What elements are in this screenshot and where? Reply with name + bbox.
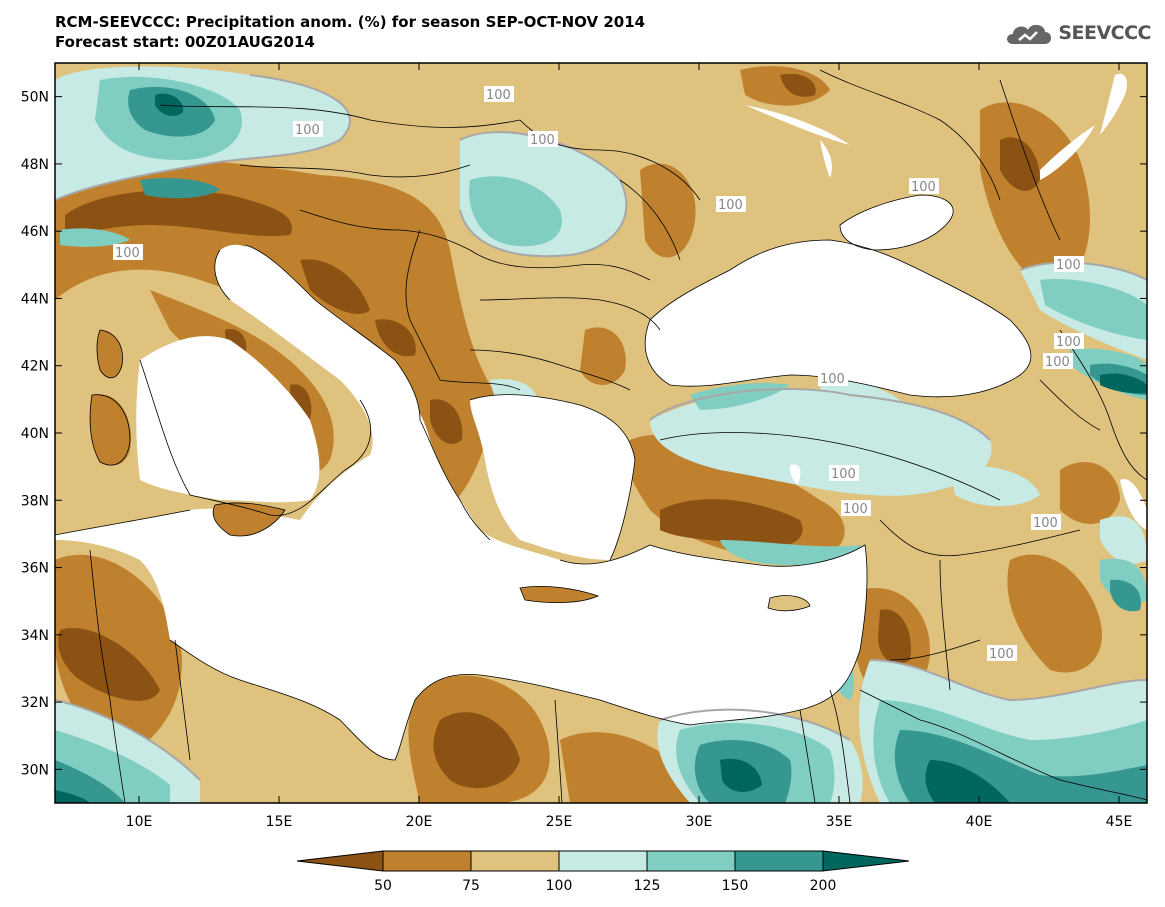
lat-tick-label: 44N bbox=[21, 291, 49, 307]
latitude-axis: 30N 32N 34N 36N 38N 40N 42N 44N 46N 48N 50N bbox=[21, 90, 1147, 778]
contour-label: 100 bbox=[718, 198, 743, 213]
colorbar-tick-label: 150 bbox=[722, 878, 749, 894]
contour-100-lines bbox=[55, 74, 1147, 781]
lat-tick-label: 50N bbox=[21, 90, 49, 106]
contour-label: 100 bbox=[911, 180, 936, 195]
lat-tick-label: 36N bbox=[21, 561, 49, 577]
contour-label: 100 bbox=[1033, 516, 1058, 531]
lat-tick-label: 32N bbox=[21, 695, 49, 711]
coastlines bbox=[55, 194, 1032, 761]
colorbar-tick-label: 50 bbox=[374, 878, 392, 894]
cloud-icon bbox=[1007, 24, 1052, 44]
contour-label: 100 bbox=[843, 502, 868, 517]
colorbar-box bbox=[558, 850, 648, 872]
lon-tick-label: 45E bbox=[1106, 814, 1133, 830]
colorbar: 50 75 100 125 150 200 bbox=[296, 850, 910, 894]
title-line-2: Forecast start: 00Z01AUG2014 bbox=[55, 33, 315, 51]
title-line-1: RCM-SEEVCCC: Precipitation anom. (%) for… bbox=[55, 13, 646, 31]
map-field: 100 100 100 100 100 100 100 100 100 100 … bbox=[55, 63, 1147, 803]
contour-label: 100 bbox=[989, 647, 1014, 662]
contour-label: 100 bbox=[530, 133, 555, 148]
lat-tick-label: 40N bbox=[21, 426, 49, 442]
lon-tick-label: 40E bbox=[966, 814, 993, 830]
lon-tick-label: 15E bbox=[266, 814, 293, 830]
colorbar-tick-label: 125 bbox=[634, 878, 661, 894]
contour-label: 100 bbox=[820, 372, 845, 387]
logo-text: SEEVCCC bbox=[1058, 22, 1151, 44]
lat-tick-label: 30N bbox=[21, 762, 49, 778]
anomaly-below-50-regions bbox=[58, 73, 1040, 789]
colorbar-low-triangle bbox=[296, 850, 384, 872]
lon-tick-label: 10E bbox=[126, 814, 153, 830]
lat-tick-label: 34N bbox=[21, 628, 49, 644]
lon-tick-label: 25E bbox=[546, 814, 573, 830]
colorbar-box bbox=[646, 850, 736, 872]
colorbar-tick-label: 100 bbox=[546, 878, 573, 894]
contour-label: 100 bbox=[831, 467, 856, 482]
longitude-axis: 10E 15E 20E 25E 30E 35E 40E 45E bbox=[126, 63, 1133, 830]
colorbar-box bbox=[382, 850, 472, 872]
lat-tick-label: 48N bbox=[21, 157, 49, 173]
contour-label: 100 bbox=[1056, 335, 1081, 350]
contour-label: 100 bbox=[1056, 258, 1081, 273]
colorbar-tick-label: 75 bbox=[462, 878, 480, 894]
country-borders bbox=[89, 69, 1147, 803]
lon-tick-label: 30E bbox=[686, 814, 713, 830]
lon-tick-label: 20E bbox=[406, 814, 433, 830]
lat-tick-label: 46N bbox=[21, 224, 49, 240]
map-title: RCM-SEEVCCC: Precipitation anom. (%) for… bbox=[55, 12, 645, 52]
contour-label: 100 bbox=[295, 123, 320, 138]
lat-tick-label: 42N bbox=[21, 359, 49, 375]
colorbar-tick-label: 200 bbox=[810, 878, 837, 894]
lat-tick-label: 38N bbox=[21, 493, 49, 509]
contour-label: 100 bbox=[486, 88, 511, 103]
colorbar-high-triangle bbox=[822, 850, 910, 872]
colorbar-box bbox=[470, 850, 560, 872]
anomaly-above-200-regions bbox=[55, 93, 1147, 803]
lon-tick-label: 35E bbox=[826, 814, 853, 830]
colorbar-box bbox=[734, 850, 824, 872]
contour-labels: 100 100 100 100 100 100 100 100 100 100 … bbox=[113, 86, 1084, 662]
islands bbox=[90, 330, 810, 611]
seevccc-logo: SEEVCCC bbox=[1003, 18, 1151, 48]
contour-label: 100 bbox=[1045, 355, 1070, 370]
contour-label: 100 bbox=[115, 246, 140, 261]
